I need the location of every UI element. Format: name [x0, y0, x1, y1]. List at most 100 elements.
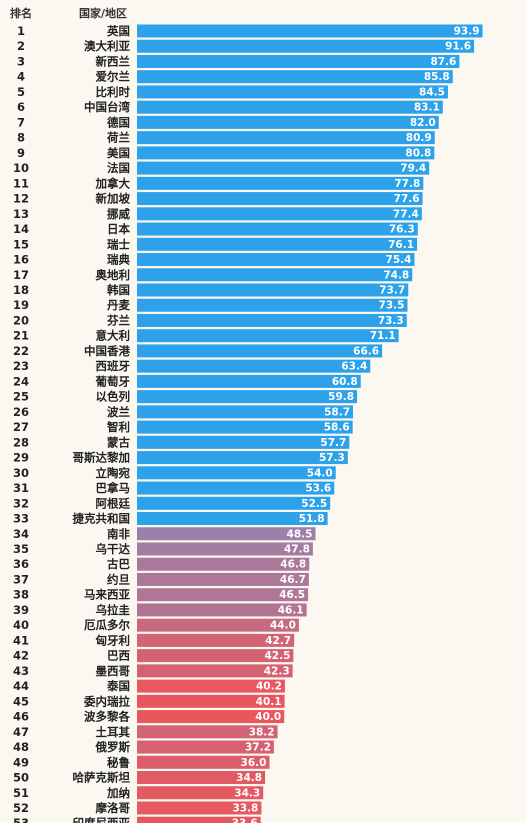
rank-label: 1: [17, 24, 25, 38]
rank-label: 2: [17, 39, 25, 53]
rank-label: 3: [17, 54, 25, 68]
bar-value-label: 40.1: [256, 696, 282, 708]
bar-value-label: 60.8: [332, 376, 358, 388]
bar: [137, 557, 310, 571]
country-label: 乌拉圭: [96, 603, 131, 617]
bar-value-label: 71.1: [370, 330, 396, 342]
bar-value-label: 48.5: [287, 528, 313, 540]
bar-value-label: 77.4: [393, 208, 419, 220]
country-label: 德国: [106, 115, 130, 129]
bar-value-label: 34.8: [236, 772, 262, 784]
bar-value-label: 42.3: [264, 665, 290, 677]
bar-value-label: 87.6: [430, 56, 456, 68]
bar: [137, 633, 295, 647]
bar-value-label: 93.9: [454, 26, 480, 38]
country-label: 古巴: [107, 557, 130, 571]
bar-rows: 1 英国 93.9 2 澳大利亚 91.6 3 新西兰 87.6 4 爱尔兰 85.8 5 比利时 84.5…: [13, 24, 483, 823]
rank-label: 48: [13, 740, 29, 754]
country-label: 墨西哥: [96, 664, 131, 678]
bar-value-label: 66.6: [353, 345, 379, 357]
rank-label: 43: [13, 664, 29, 678]
bar: [137, 786, 264, 800]
rank-label: 14: [13, 222, 29, 236]
bar: [137, 39, 475, 53]
country-label: 印度尼西亚: [73, 816, 131, 823]
country-label: 哈萨克斯坦: [73, 771, 131, 785]
bar-value-label: 57.3: [319, 452, 345, 464]
bar: [137, 115, 439, 129]
bar: [137, 390, 358, 404]
bar-value-label: 53.6: [305, 483, 331, 495]
country-label: 俄罗斯: [95, 740, 131, 754]
rank-label: 20: [13, 313, 29, 327]
rank-label: 27: [13, 420, 29, 434]
rank-label: 44: [13, 679, 29, 693]
bar-value-label: 42.7: [265, 635, 291, 647]
rank-label: 11: [13, 176, 29, 190]
country-label: 捷克共和国: [73, 512, 131, 526]
rank-label: 45: [13, 694, 29, 708]
bar: [137, 816, 261, 823]
bar-value-label: 46.1: [278, 604, 304, 616]
bar: [137, 588, 309, 602]
bar: [137, 85, 448, 99]
bar: [137, 664, 293, 678]
rank-column-header: 排名: [10, 6, 32, 20]
country-label: 瑞士: [107, 237, 130, 251]
bar: [137, 131, 435, 145]
bar-value-label: 91.6: [445, 41, 471, 53]
bar: [137, 435, 350, 449]
bar: [137, 222, 418, 236]
rank-label: 36: [13, 557, 29, 571]
country-label: 爱尔兰: [96, 70, 131, 84]
bar: [137, 710, 285, 724]
rank-label: 26: [13, 405, 29, 419]
country-label: 丹麦: [107, 298, 130, 312]
rank-label: 24: [13, 374, 29, 388]
bar-value-label: 77.8: [394, 178, 420, 190]
rank-label: 25: [13, 390, 29, 404]
rank-label: 19: [13, 298, 29, 312]
rank-label: 38: [13, 588, 29, 602]
rank-label: 50: [13, 771, 29, 785]
country-label: 波兰: [107, 405, 130, 419]
bar: [137, 725, 278, 739]
bar-value-label: 73.3: [378, 315, 404, 327]
rank-label: 23: [13, 359, 29, 373]
bar-value-label: 36.0: [241, 757, 267, 769]
bar-value-label: 73.7: [379, 284, 405, 296]
bar: [137, 801, 262, 815]
bar-value-label: 59.8: [328, 391, 354, 403]
bar-value-label: 51.8: [299, 513, 325, 525]
country-label: 南非: [107, 527, 130, 541]
bar: [137, 237, 418, 251]
country-label: 比利时: [96, 85, 131, 99]
bar-value-label: 46.5: [279, 589, 305, 601]
bar: [137, 313, 407, 327]
bar: [137, 374, 361, 388]
country-label: 乌干达: [96, 542, 131, 556]
bar: [137, 344, 383, 358]
bar: [137, 54, 460, 68]
bar: [137, 161, 430, 175]
bar-value-label: 79.4: [400, 163, 426, 175]
rank-label: 37: [13, 572, 29, 586]
bar: [137, 70, 453, 84]
bar: [137, 329, 399, 343]
bar-value-label: 73.5: [379, 300, 405, 312]
bar-value-label: 85.8: [424, 71, 450, 83]
bar: [137, 694, 285, 708]
rank-label: 16: [13, 253, 29, 267]
bar-value-label: 80.8: [405, 147, 431, 159]
country-label: 澳大利亚: [84, 39, 130, 53]
country-label: 厄瓜多尔: [84, 618, 130, 632]
rank-label: 46: [13, 710, 29, 724]
bar-value-label: 42.5: [264, 650, 290, 662]
bar: [137, 268, 413, 282]
rank-label: 9: [17, 146, 25, 160]
bar: [137, 618, 299, 632]
bar-value-label: 46.8: [280, 559, 306, 571]
rank-label: 12: [13, 192, 29, 206]
rank-label: 15: [13, 237, 29, 251]
